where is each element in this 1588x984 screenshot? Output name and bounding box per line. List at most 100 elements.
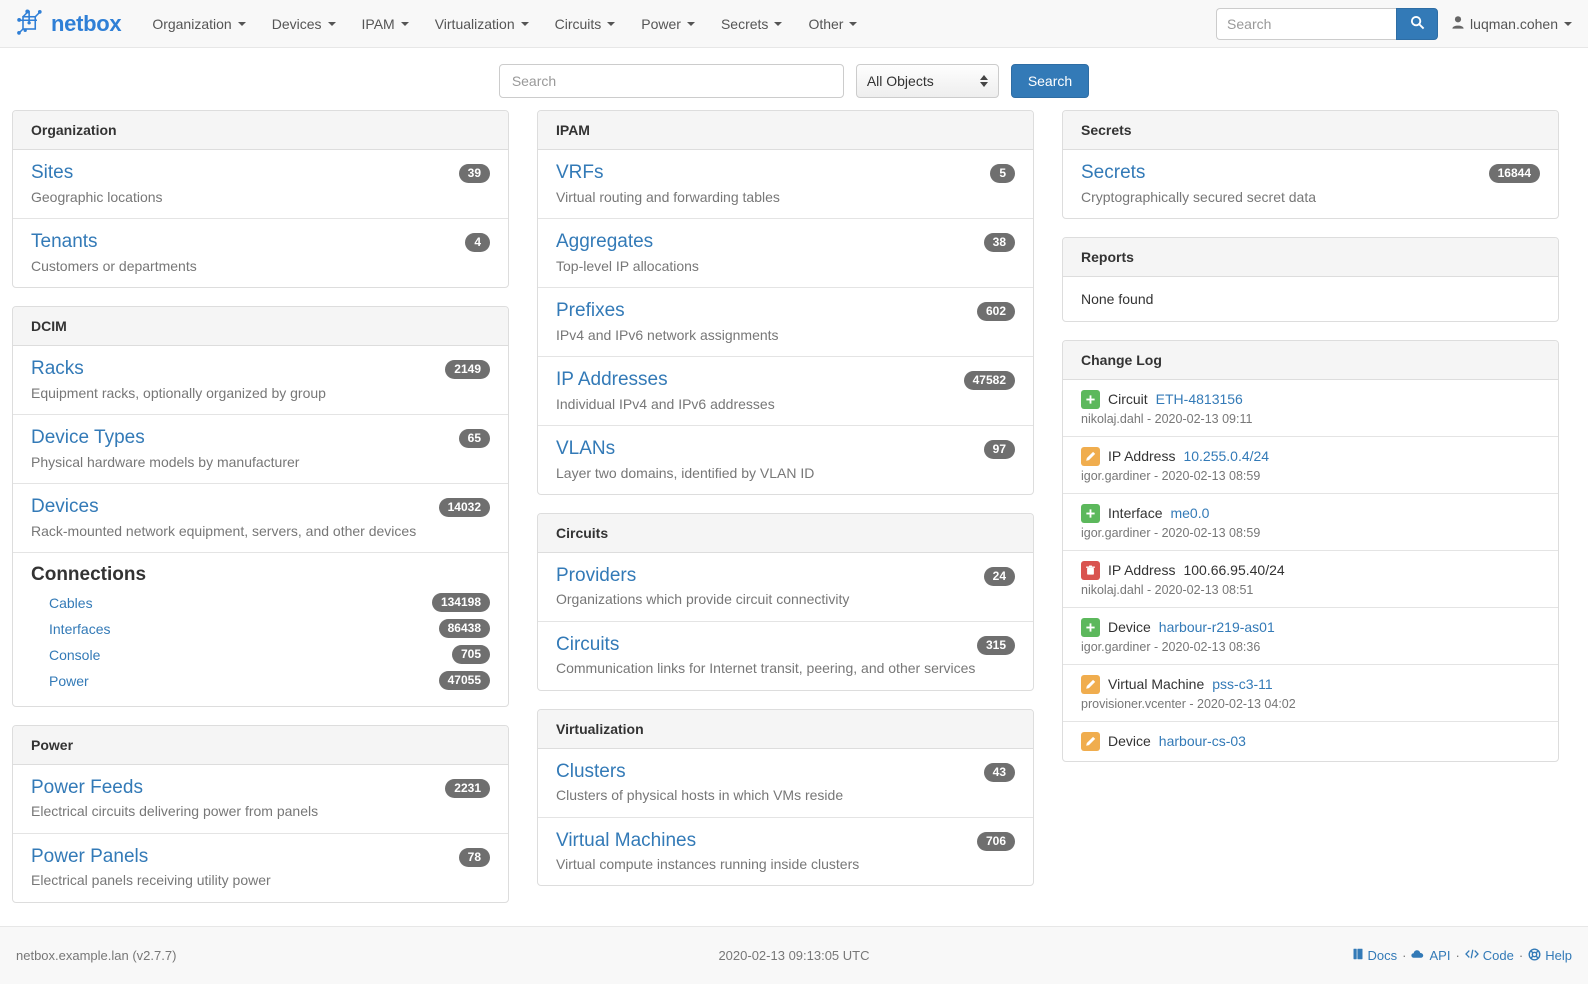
item-count-badge: 16844 xyxy=(1488,164,1540,184)
item-description: Geographic locations xyxy=(31,188,163,205)
object-type-select[interactable]: All Objects xyxy=(855,64,999,98)
nav-item-power[interactable]: Power xyxy=(628,8,708,40)
panel-list: VRFs 5 Virtual routing and forwarding ta… xyxy=(538,150,1033,494)
nav-item-devices[interactable]: Devices xyxy=(259,8,349,40)
changelog-object-link[interactable]: 10.255.0.4/24 xyxy=(1183,448,1270,465)
changelog-object-link[interactable]: pss-c3-11 xyxy=(1212,676,1273,693)
item-description: Equipment racks, optionally organized by… xyxy=(31,384,326,401)
list-item[interactable]: VLANs 97 Layer two domains, identified b… xyxy=(538,424,1033,494)
connections-link[interactable]: Power xyxy=(49,672,89,689)
list-item[interactable]: Aggregates 38 Top-level IP allocations xyxy=(538,217,1033,287)
item-description: Physical hardware models by manufacturer xyxy=(31,453,300,470)
search-submit-button[interactable]: Search xyxy=(1010,64,1090,98)
item-count-badge: 4 xyxy=(465,232,490,253)
changelog-entry[interactable]: Circuit ETH-4813156 nikolaj.dahl - 2020-… xyxy=(1063,380,1558,436)
chevron-down-icon xyxy=(849,21,858,26)
item-link[interactable]: Virtual Machines xyxy=(556,829,697,851)
search-input[interactable] xyxy=(498,64,844,98)
changelog-object-link[interactable]: harbour-r219-as01 xyxy=(1158,619,1275,636)
changelog-object-type: Interface xyxy=(1108,505,1163,522)
item-link[interactable]: Racks xyxy=(31,357,84,379)
item-description: Virtual routing and forwarding tables xyxy=(556,188,780,205)
item-link[interactable]: Tenants xyxy=(31,230,98,252)
changelog-object-link[interactable]: ETH-4813156 xyxy=(1155,391,1243,408)
changelog-object-link[interactable]: harbour-cs-03 xyxy=(1158,733,1246,750)
navbar-search-input[interactable] xyxy=(1216,7,1397,40)
list-item[interactable]: Power Panels 78 Electrical panels receiv… xyxy=(13,832,508,902)
connections-heading: Connections xyxy=(31,563,147,585)
list-item[interactable]: Sites 39 Geographic locations xyxy=(13,150,508,218)
brand-logo-link[interactable]: netbox xyxy=(16,8,122,39)
item-link[interactable]: Power Feeds xyxy=(31,776,143,798)
item-link[interactable]: Power Panels xyxy=(31,845,149,867)
list-item[interactable]: Tenants 4 Customers or departments xyxy=(13,217,508,287)
item-link[interactable]: Sites xyxy=(31,162,74,183)
navbar-search-button[interactable] xyxy=(1396,7,1439,40)
footer-link-docs[interactable]: Docs xyxy=(1352,948,1397,963)
connections-row[interactable]: Cables 134198 xyxy=(31,590,490,616)
nav-item-organization[interactable]: Organization xyxy=(139,8,258,40)
list-item[interactable]: Providers 24 Organizations which provide… xyxy=(538,553,1033,621)
item-count-badge: 24 xyxy=(983,566,1015,586)
changelog-entry[interactable]: Device harbour-cs-03 xyxy=(1063,720,1558,761)
item-link[interactable]: Aggregates xyxy=(556,230,654,252)
panel-reports: Reports None found xyxy=(1062,236,1559,322)
connections-row[interactable]: Interfaces 86438 xyxy=(31,616,490,642)
item-link[interactable]: Prefixes xyxy=(556,299,625,321)
changelog-object-link[interactable]: me0.0 xyxy=(1170,505,1210,522)
panel-title: Reports xyxy=(1063,237,1558,277)
footer-link-label: Code xyxy=(1482,948,1514,963)
item-link[interactable]: Devices xyxy=(31,495,99,517)
connections-link[interactable]: Interfaces xyxy=(49,620,111,637)
list-item[interactable]: Virtual Machines 706 Virtual compute ins… xyxy=(538,816,1033,886)
user-menu[interactable]: luqman.cohen xyxy=(1452,16,1572,32)
list-item[interactable]: Clusters 43 Clusters of physical hosts i… xyxy=(538,749,1033,817)
list-item[interactable]: Power Feeds 2231 Electrical circuits del… xyxy=(13,765,508,833)
nav-item-circuits[interactable]: Circuits xyxy=(542,8,629,40)
footer-link-code[interactable]: Code xyxy=(1464,948,1514,963)
panel-list: Sites 39 Geographic locations Tenants 4 … xyxy=(13,150,508,287)
changelog-entry[interactable]: IP Address 10.255.0.4/24 igor.gardiner -… xyxy=(1063,435,1558,493)
item-link[interactable]: VLANs xyxy=(556,437,616,459)
item-count-badge: 706 xyxy=(976,831,1015,851)
nav-item-ipam[interactable]: IPAM xyxy=(349,8,422,40)
footer-link-help[interactable]: Help xyxy=(1528,947,1572,964)
item-link[interactable]: Circuits xyxy=(556,633,620,655)
nav-item-other[interactable]: Other xyxy=(795,8,870,40)
item-link[interactable]: IP Addresses xyxy=(556,368,668,390)
changelog-meta: igor.gardiner - 2020-02-13 08:36 xyxy=(1081,639,1261,654)
footer-host: netbox.example.lan (v2.7.7) xyxy=(16,948,177,963)
list-item[interactable]: Secrets 16844 Cryptographically secured … xyxy=(1063,150,1558,218)
list-item[interactable]: VRFs 5 Virtual routing and forwarding ta… xyxy=(538,150,1033,218)
changelog-entry[interactable]: Interface me0.0 igor.gardiner - 2020-02-… xyxy=(1063,492,1558,550)
connections-link[interactable]: Cables xyxy=(49,594,93,611)
list-item[interactable]: Circuits 315 Communication links for Int… xyxy=(538,620,1033,690)
plus-icon xyxy=(1081,389,1100,409)
panel-list: Providers 24 Organizations which provide… xyxy=(538,553,1033,690)
list-item[interactable]: Racks 2149 Equipment racks, optionally o… xyxy=(13,346,508,414)
panel-changelog: Change Log Circuit ETH-4813156 nikolaj.d… xyxy=(1062,339,1559,762)
list-item[interactable]: Devices 14032 Rack-mounted network equip… xyxy=(13,482,508,552)
changelog-entry[interactable]: IP Address 100.66.95.40/24 nikolaj.dahl … xyxy=(1063,549,1558,607)
connections-link[interactable]: Console xyxy=(49,646,101,663)
connections-section: Connections Cables 134198 Interfaces 864… xyxy=(13,551,508,706)
item-link[interactable]: Clusters xyxy=(556,760,626,782)
nav-item-virtualization[interactable]: Virtualization xyxy=(422,8,542,40)
panel-title: Organization xyxy=(13,111,508,150)
connections-row[interactable]: Power 47055 xyxy=(31,668,490,694)
changelog-entry[interactable]: Virtual Machine pss-c3-11 provisioner.vc… xyxy=(1063,663,1558,721)
item-link[interactable]: Providers xyxy=(556,564,637,586)
footer-link-api[interactable]: API xyxy=(1411,948,1450,963)
item-link[interactable]: Device Types xyxy=(31,426,145,448)
connections-row[interactable]: Console 705 xyxy=(31,642,490,668)
item-link[interactable]: VRFs xyxy=(556,162,604,183)
changelog-entry[interactable]: Device harbour-r219-as01 igor.gardiner -… xyxy=(1063,606,1558,664)
item-link[interactable]: Secrets xyxy=(1081,162,1146,183)
list-item[interactable]: Device Types 65 Physical hardware models… xyxy=(13,413,508,483)
list-item[interactable]: IP Addresses 47582 Individual IPv4 and I… xyxy=(538,355,1033,425)
panel-virtualization: Virtualization Clusters 43 Clusters of p… xyxy=(537,708,1034,887)
nav-item-secrets[interactable]: Secrets xyxy=(708,8,795,40)
chevron-down-icon xyxy=(400,21,409,26)
list-item[interactable]: Prefixes 602 IPv4 and IPv6 network assig… xyxy=(538,286,1033,356)
global-search-bar: All Objects Search xyxy=(0,48,1588,110)
